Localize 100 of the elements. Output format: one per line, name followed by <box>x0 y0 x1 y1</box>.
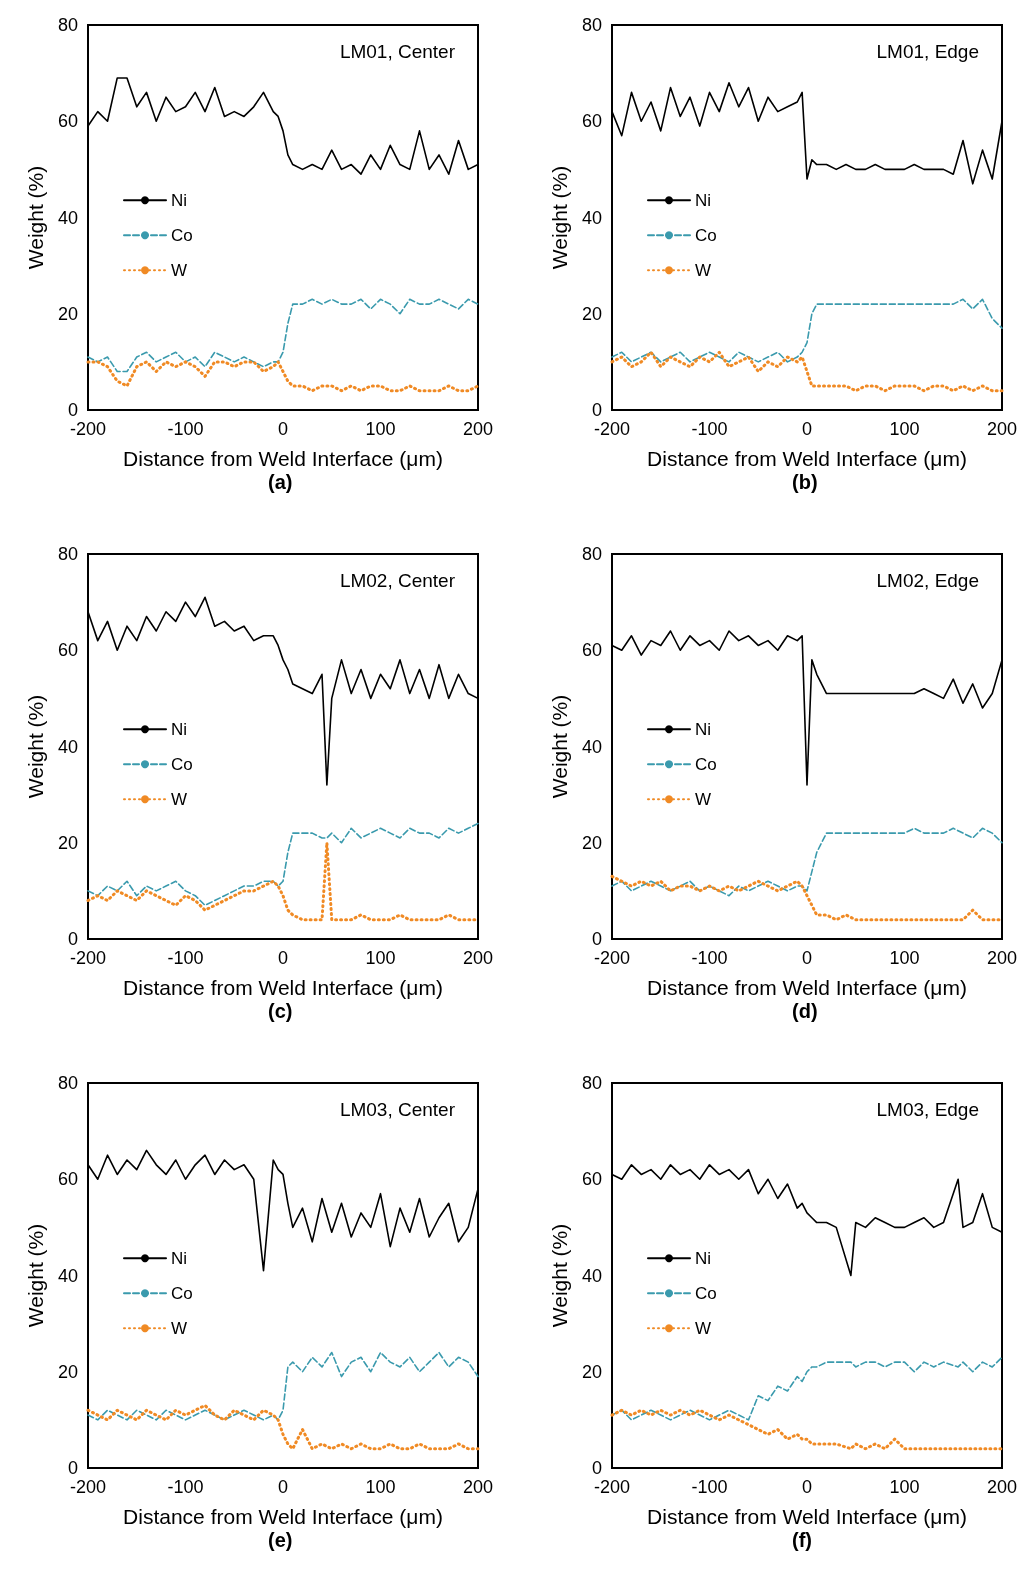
text: (e) <box>268 1529 293 1551</box>
x-tick-label: -200 <box>593 948 631 968</box>
text: LM02, Edge <box>876 570 980 591</box>
x-tick-label: 0 <box>801 1477 813 1497</box>
y-tick-label: 20 <box>581 303 602 324</box>
text: (b) <box>792 471 818 493</box>
y-axis-title: Weight (%) <box>548 694 571 799</box>
x-axis-title: Distance from Weld Interface (μm) <box>647 1505 967 1528</box>
x-tick-label: 100 <box>365 1477 396 1497</box>
line-series <box>87 1351 479 1421</box>
x-tick-label: -100 <box>691 1477 728 1497</box>
y-tick-label: 40 <box>57 736 78 757</box>
x-axis-title: Distance from Weld Interface (μm) <box>123 976 443 999</box>
x-tick-label: -200 <box>593 419 631 439</box>
line-series <box>86 1403 480 1451</box>
line-series <box>87 822 479 907</box>
text: (d) <box>792 1000 818 1022</box>
legend-label: W <box>695 260 712 280</box>
text: LM01, Center <box>339 41 456 62</box>
text: (a) <box>268 471 293 493</box>
y-tick-label: 60 <box>581 111 602 132</box>
y-tick-label: 80 <box>581 544 602 564</box>
legend-label: Ni <box>171 1248 188 1268</box>
legend-label: W <box>171 260 188 280</box>
y-tick-label: 80 <box>581 1073 602 1093</box>
line-series <box>610 1408 1004 1451</box>
y-tick-label: 60 <box>581 1169 602 1190</box>
x-tick-label: 0 <box>801 948 813 968</box>
x-tick-label: 200 <box>986 1477 1018 1497</box>
legend-label: Ni <box>171 719 188 739</box>
legend-label: Co <box>695 1283 717 1303</box>
y-tick-label: 20 <box>57 1361 78 1382</box>
legend-label: W <box>695 1318 712 1338</box>
x-tick-label: 0 <box>277 1477 289 1497</box>
x-axis-title: Distance from Weld Interface (μm) <box>647 976 967 999</box>
legend-label: Ni <box>695 190 712 210</box>
text: LM03, Center <box>339 1099 456 1120</box>
y-tick-label: 40 <box>581 1265 602 1286</box>
legend-label: Co <box>695 225 717 245</box>
y-tick-label: 80 <box>57 15 78 35</box>
line-series <box>87 298 479 373</box>
y-axis-title: Weight (%) <box>24 1223 47 1328</box>
y-axis-title: Weight (%) <box>548 1223 571 1328</box>
y-axis-title: Weight (%) <box>24 694 47 799</box>
legend-label: Ni <box>695 1248 712 1268</box>
x-tick-label: 100 <box>889 1477 920 1497</box>
legend-label: W <box>171 789 188 809</box>
y-tick-label: 80 <box>57 1073 78 1093</box>
line-series <box>611 1356 1003 1421</box>
y-tick-label: 20 <box>581 1361 602 1382</box>
y-axis-title: Weight (%) <box>548 165 571 270</box>
x-tick-label: -200 <box>69 1477 107 1497</box>
x-axis-title: Distance from Weld Interface (μm) <box>647 447 967 470</box>
x-tick-label: -100 <box>691 948 728 968</box>
x-tick-label: -100 <box>167 419 204 439</box>
x-tick-label: -100 <box>691 419 728 439</box>
legend-label: W <box>695 789 712 809</box>
text: LM01, Edge <box>876 41 980 62</box>
y-tick-label: 0 <box>67 400 78 420</box>
text: LM02, Center <box>339 570 456 591</box>
y-axis-title: Weight (%) <box>24 165 47 270</box>
legend-label: Ni <box>695 719 712 739</box>
y-tick-label: 20 <box>57 832 78 853</box>
y-tick-label: 0 <box>591 400 602 420</box>
y-tick-label: 40 <box>581 736 602 757</box>
x-tick-label: -200 <box>69 419 107 439</box>
x-tick-label: 100 <box>365 419 396 439</box>
x-tick-label: 100 <box>889 419 920 439</box>
line-series <box>611 298 1003 363</box>
x-tick-label: 100 <box>365 948 396 968</box>
y-tick-label: 60 <box>57 1169 78 1190</box>
line-series <box>86 360 480 393</box>
y-tick-label: 40 <box>581 207 602 228</box>
legend-label: Ni <box>171 190 188 210</box>
y-tick-label: 60 <box>581 640 602 661</box>
y-tick-label: 60 <box>57 111 78 132</box>
text: (c) <box>268 1000 293 1022</box>
legend-label: Co <box>695 754 717 774</box>
y-tick-label: 20 <box>57 303 78 324</box>
x-tick-label: 200 <box>462 948 494 968</box>
y-tick-label: 80 <box>57 544 78 564</box>
line-series <box>610 350 1004 393</box>
x-tick-label: 0 <box>801 419 813 439</box>
y-tick-label: 0 <box>67 929 78 949</box>
legend-label: Co <box>171 754 193 774</box>
legend-label: Co <box>171 225 193 245</box>
y-tick-label: 60 <box>57 640 78 661</box>
x-tick-label: 0 <box>277 948 289 968</box>
y-tick-label: 0 <box>591 1458 602 1478</box>
x-tick-label: -100 <box>167 1477 204 1497</box>
x-tick-label: 200 <box>986 948 1018 968</box>
x-axis-title: Distance from Weld Interface (μm) <box>123 1505 443 1528</box>
y-tick-label: 40 <box>57 207 78 228</box>
legend-label: W <box>171 1318 188 1338</box>
x-tick-label: 200 <box>986 419 1018 439</box>
y-tick-label: 0 <box>67 1458 78 1478</box>
x-axis-title: Distance from Weld Interface (μm) <box>123 447 443 470</box>
x-tick-label: -200 <box>69 948 107 968</box>
y-tick-label: 0 <box>591 929 602 949</box>
x-tick-label: 0 <box>277 419 289 439</box>
